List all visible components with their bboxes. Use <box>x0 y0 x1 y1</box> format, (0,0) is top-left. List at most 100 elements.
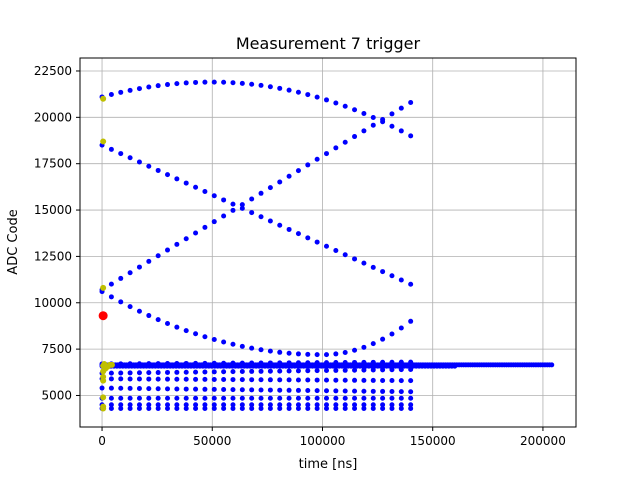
sample-point <box>389 402 395 408</box>
sample-point <box>380 336 386 342</box>
sample-point <box>277 402 283 408</box>
sample-point <box>352 388 358 394</box>
sample-point <box>277 85 283 91</box>
sample-point <box>333 100 339 106</box>
sample-point <box>333 402 339 408</box>
sample-point <box>136 405 142 411</box>
sample-point <box>342 367 348 373</box>
sample-point <box>239 377 245 383</box>
pretrigger-point <box>108 361 115 368</box>
x-tick-label: 0 <box>98 434 106 448</box>
sample-point <box>193 386 199 392</box>
sample-point <box>295 395 301 401</box>
sample-point <box>305 405 311 411</box>
sample-point <box>408 318 414 324</box>
sample-point <box>146 163 152 169</box>
sample-point <box>183 180 189 186</box>
sample-point <box>193 230 199 236</box>
sample-point <box>389 331 395 337</box>
sample-point <box>370 388 376 394</box>
sample-point <box>361 377 367 383</box>
sample-point <box>193 184 199 190</box>
pretrigger-points <box>100 95 115 412</box>
sample-point <box>408 402 414 408</box>
sample-point <box>165 369 171 375</box>
sample-point <box>136 376 142 382</box>
sample-point <box>267 402 273 408</box>
sample-point <box>295 368 301 374</box>
sample-point <box>408 405 414 411</box>
sample-point <box>127 376 133 382</box>
sample-point <box>361 128 367 134</box>
trace-5 <box>99 367 414 376</box>
sample-point <box>202 224 208 230</box>
sample-point <box>211 395 217 401</box>
sample-point <box>380 377 386 383</box>
sample-point <box>314 156 320 162</box>
x-tick-label: 100000 <box>300 434 346 448</box>
sample-point <box>342 349 348 355</box>
sample-point <box>211 79 217 85</box>
sample-point <box>361 402 367 408</box>
sample-point <box>286 387 292 393</box>
sample-point <box>174 324 180 330</box>
sample-point <box>380 402 386 408</box>
sample-point <box>361 344 367 350</box>
sample-point <box>267 395 273 401</box>
sample-point <box>398 105 404 111</box>
sample-point <box>295 402 301 408</box>
sample-point <box>155 376 161 382</box>
sample-point <box>193 405 199 411</box>
sample-point <box>249 405 255 411</box>
data-points <box>98 79 555 412</box>
sample-point <box>258 190 264 196</box>
sample-point <box>211 405 217 411</box>
sample-point <box>324 395 329 401</box>
sample-point <box>324 243 329 249</box>
y-axis-label: ADC Code <box>6 209 21 274</box>
sample-point <box>230 395 236 401</box>
sample-point <box>324 377 329 383</box>
sample-point <box>202 189 208 195</box>
sample-point <box>452 363 458 369</box>
sample-point <box>352 347 358 353</box>
sample-point <box>352 402 358 408</box>
sample-point <box>136 402 142 408</box>
sample-point <box>389 273 395 279</box>
sample-point <box>193 395 199 401</box>
sample-point <box>221 213 227 219</box>
sample-point <box>314 405 320 411</box>
sample-point <box>333 405 339 411</box>
sample-point <box>221 79 227 85</box>
sample-point <box>174 81 180 87</box>
sample-point <box>370 377 376 383</box>
pretrigger-point <box>100 394 107 401</box>
plot-frame <box>79 57 577 428</box>
sample-point <box>230 207 236 213</box>
sample-point <box>286 377 292 383</box>
sample-point <box>183 369 189 375</box>
sample-point <box>155 402 161 408</box>
sample-point <box>155 370 161 376</box>
y-tick-label: 22500 <box>34 64 72 78</box>
sample-point <box>127 402 133 408</box>
sample-point <box>239 80 245 86</box>
sample-point <box>249 368 255 374</box>
sample-point <box>136 159 142 165</box>
sample-point <box>118 376 124 382</box>
sample-point <box>398 395 404 401</box>
trace-10 <box>99 405 414 411</box>
sample-point <box>314 239 320 245</box>
sample-point <box>380 395 386 401</box>
sample-point <box>380 117 386 123</box>
sample-point <box>314 94 320 100</box>
sample-point <box>277 349 283 355</box>
sample-point <box>277 387 283 393</box>
sample-point <box>108 370 114 376</box>
sample-point <box>174 386 180 392</box>
sample-point <box>239 402 245 408</box>
sample-point <box>549 362 555 368</box>
sample-point <box>267 218 273 224</box>
sample-point <box>408 378 414 384</box>
sample-point <box>361 367 367 373</box>
